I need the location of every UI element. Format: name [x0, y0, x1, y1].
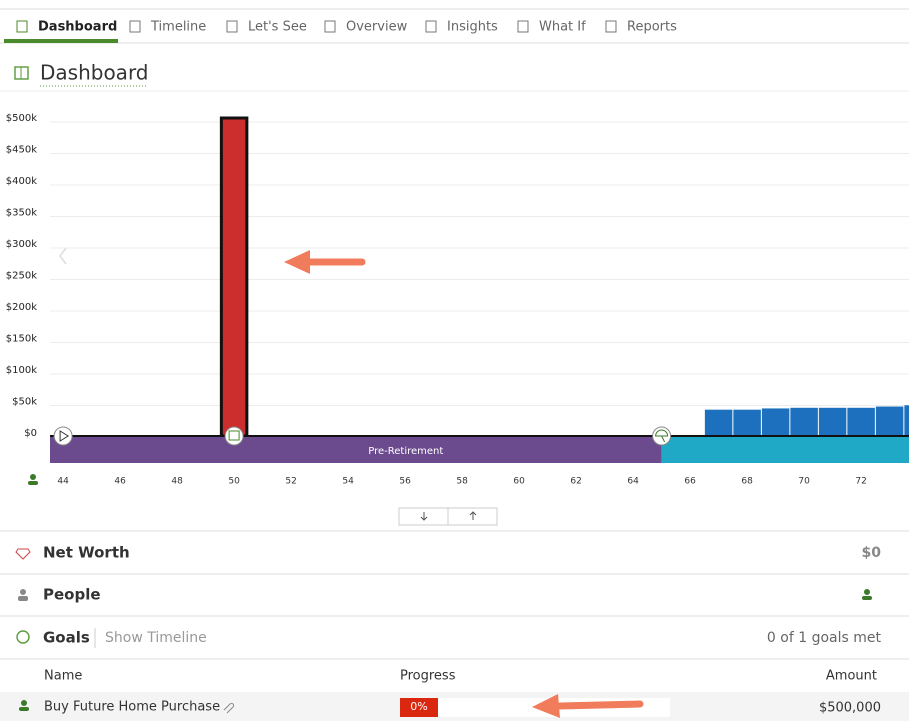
y-tick-label: $300k	[6, 239, 37, 250]
goals-status: 0 of 1 goals met	[767, 630, 882, 646]
x-tick-label: 48	[171, 477, 183, 487]
y-tick-label: $100k	[6, 365, 37, 376]
section-title: Net Worth	[43, 544, 130, 562]
tab-icon	[129, 20, 141, 33]
x-tick-label: 44	[57, 477, 69, 487]
tab-icon	[605, 20, 617, 33]
tab[interactable]: Insights	[447, 20, 498, 35]
y-tick-label: $400k	[6, 176, 37, 187]
progress-badge	[400, 698, 438, 717]
tab-icon	[517, 20, 529, 33]
show-timeline-link[interactable]: Show Timeline	[105, 630, 207, 646]
tab-icon	[425, 20, 437, 33]
tab[interactable]: Let's See	[248, 20, 307, 35]
section-title: Goals	[43, 629, 90, 647]
people-icon	[18, 589, 28, 601]
tab-icon	[226, 20, 238, 33]
x-tick-label: 66	[684, 477, 696, 487]
y-tick-label: $350k	[6, 208, 37, 219]
person-icon	[19, 700, 29, 711]
bar	[219, 116, 249, 438]
person-icon	[28, 481, 38, 485]
bar	[875, 406, 904, 436]
y-tick-label: $450k	[6, 145, 37, 156]
prev-arrow[interactable]	[59, 247, 67, 265]
x-tick-label: 50	[228, 477, 240, 487]
person-icon	[30, 474, 36, 480]
x-tick-label: 62	[570, 477, 581, 487]
tab[interactable]: Overview	[346, 20, 408, 35]
x-tick-label: 56	[399, 477, 411, 487]
tab[interactable]: Timeline	[150, 20, 206, 35]
y-tick-label: $50k	[12, 397, 37, 408]
bar	[704, 409, 733, 436]
x-tick-label: 46	[114, 477, 126, 487]
tab-icon	[16, 20, 28, 33]
goals-icon	[16, 630, 30, 644]
net-worth-value: $0	[862, 545, 882, 561]
x-tick-label: 68	[741, 477, 753, 487]
person-icon	[862, 589, 872, 600]
y-tick-label: $500k	[6, 113, 37, 124]
y-tick-label: $200k	[6, 302, 37, 313]
bar	[904, 405, 909, 436]
tab-bar: Dashboard Timeline Let's See Overview Insigh…	[16, 20, 677, 35]
page-title: Dashboard	[40, 61, 149, 85]
zoom-buttons	[398, 507, 498, 526]
goal-progress: 0%	[410, 700, 427, 713]
x-tick-label: 54	[342, 477, 354, 487]
active-tab-underline	[4, 39, 118, 43]
y-tick-label: $250k	[6, 271, 37, 282]
bar	[761, 408, 790, 436]
bar	[790, 407, 818, 436]
tab[interactable]: Dashboard	[38, 20, 117, 35]
net-worth-icon	[15, 548, 31, 560]
section-title: People	[43, 586, 101, 604]
calendar-icon	[228, 430, 240, 441]
chart: $0 $50k $100k $150k $200k $250k $300k $350k $400…	[6, 113, 909, 487]
bar	[818, 407, 847, 436]
tab[interactable]: What If	[539, 20, 586, 35]
x-tick-label: 60	[513, 477, 525, 487]
x-tick-label: 70	[798, 477, 810, 487]
phase-band	[661, 437, 909, 463]
timeline-marker	[53, 426, 73, 446]
y-tick-label: $150k	[6, 334, 37, 345]
bar	[733, 409, 761, 436]
callout-arrow	[284, 250, 366, 274]
x-tick-label: 64	[627, 477, 639, 487]
y-tick-label: $0	[24, 428, 37, 439]
play-icon	[59, 430, 70, 442]
tab-icon	[324, 20, 336, 33]
phase-band	[50, 437, 662, 463]
edit-icon[interactable]	[223, 702, 235, 714]
goal-amount: $500,000	[819, 701, 881, 716]
bar	[847, 407, 875, 436]
title-icon	[14, 66, 29, 80]
table-header: Progress	[400, 669, 456, 684]
x-tick-label: 58	[456, 477, 468, 487]
x-tick-label: 52	[285, 477, 296, 487]
bars	[219, 116, 909, 438]
phase-label: Pre-Retirement	[368, 446, 443, 457]
goal-name: Buy Future Home Purchase	[44, 700, 220, 715]
callout-arrow	[532, 694, 644, 718]
tab[interactable]: Reports	[627, 20, 677, 35]
timeline-marker	[224, 426, 244, 446]
table-header: Name	[44, 669, 82, 684]
table-header: Amount	[826, 669, 877, 684]
x-tick-label: 72	[855, 477, 866, 487]
umbrella-icon	[655, 429, 669, 443]
